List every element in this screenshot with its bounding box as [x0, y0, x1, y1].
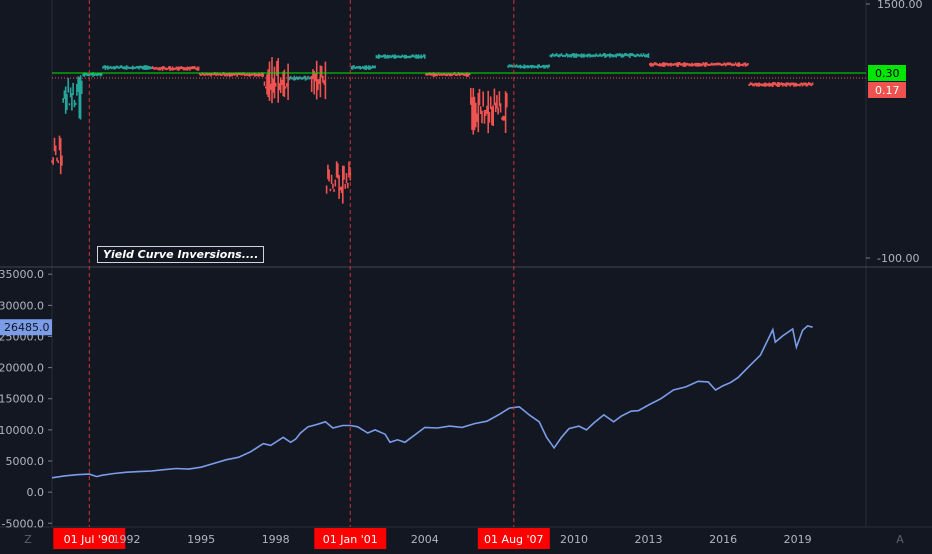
event-date-label: 01 Jul '90 — [64, 533, 115, 546]
x-axis-tick-label: 1992 — [113, 533, 141, 546]
price-badge-label: 0.17 — [875, 84, 900, 97]
last-value-label: 26485.0 — [4, 321, 50, 334]
auto-scale-button[interactable]: A — [896, 533, 904, 546]
event-date-label: 01 Jan '01 — [323, 533, 378, 546]
price-badge-label: 0.30 — [875, 67, 900, 80]
bottom-axis-tick-label: 30000.0 — [0, 299, 44, 312]
top-axis-tick-label: -100.00 — [877, 252, 919, 265]
x-axis-tick-label: 2016 — [709, 533, 737, 546]
zoom-reset-button[interactable]: Z — [24, 533, 32, 546]
x-axis-tick-label: 2019 — [784, 533, 812, 546]
bottom-axis-tick-label: 20000.0 — [0, 362, 44, 375]
bottom-axis-tick-label: -5000.0 — [2, 517, 44, 530]
x-axis-tick-label: 2004 — [411, 533, 439, 546]
x-axis-tick-label: 1998 — [262, 533, 290, 546]
bottom-axis-tick-label: 15000.0 — [0, 393, 44, 406]
bottom-axis-tick-label: 35000.0 — [0, 268, 44, 281]
bottom-axis-tick-label: 5000.0 — [6, 455, 45, 468]
x-axis-tick-label: 1995 — [187, 533, 215, 546]
x-axis-tick-label: 2010 — [560, 533, 588, 546]
top-axis-tick-label: 1500.00 — [877, 0, 923, 11]
x-axis-tick-label: 2013 — [635, 533, 663, 546]
bottom-axis-tick-label: 0.0 — [27, 486, 45, 499]
bottom-axis-tick-label: 10000.0 — [0, 424, 44, 437]
event-date-label: 01 Aug '07 — [484, 533, 544, 546]
annotation-label: Yield Curve Inversions.... — [97, 246, 264, 263]
